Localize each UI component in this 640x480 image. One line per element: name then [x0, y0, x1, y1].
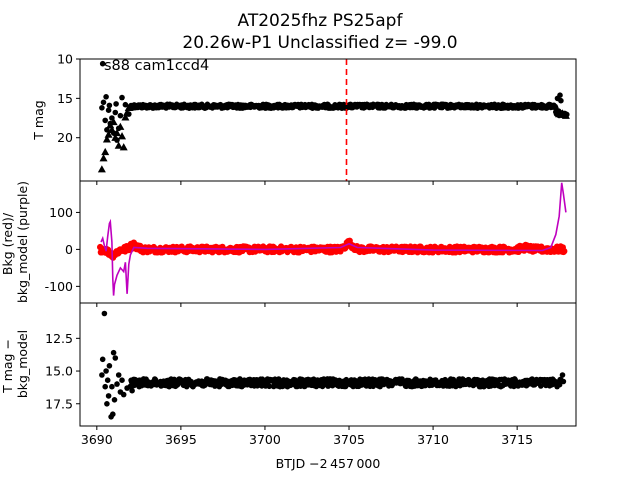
y-tick-label: 15.0 — [45, 364, 73, 379]
flux-point — [99, 356, 106, 363]
flux-point — [266, 383, 273, 390]
panel-frame — [79, 180, 577, 304]
bkg-model-line — [100, 182, 567, 296]
flux-point — [101, 310, 108, 317]
upper-limit-point — [114, 141, 123, 149]
flux-point — [102, 117, 108, 124]
upper-limit-point — [124, 103, 133, 111]
panel-annotation: s88 cam1ccd4 — [104, 58, 209, 74]
flux-point — [103, 94, 109, 100]
flux-point — [110, 411, 116, 418]
flux-point — [112, 109, 119, 116]
panel-frame — [79, 58, 577, 182]
upper-limit-point — [107, 125, 116, 134]
flux-point — [111, 397, 118, 403]
flux-point — [103, 368, 109, 374]
y-tick-label: 100 — [49, 205, 73, 220]
flux-point — [558, 97, 564, 104]
x-tick-label: 3705 — [333, 432, 365, 447]
flux-point — [119, 377, 125, 384]
upper-limit-point — [121, 113, 130, 121]
y-tick-label: -100 — [45, 279, 73, 294]
flux-point — [119, 94, 125, 101]
flux-point — [129, 387, 135, 394]
flux-point — [110, 349, 117, 356]
flux-point — [113, 101, 119, 107]
flux-point — [556, 381, 563, 388]
flux-point — [557, 92, 563, 98]
x-tick-label: 3715 — [501, 432, 533, 447]
chart-title-line1: AT2025fhz PS25apf — [238, 11, 404, 31]
bkg-point — [561, 248, 568, 255]
flux-point — [106, 363, 113, 369]
flux-point — [99, 372, 105, 378]
flux-point — [560, 378, 567, 385]
y-tick-label: 0 — [65, 242, 73, 257]
flux-point — [104, 377, 111, 384]
plot-area — [97, 182, 568, 296]
upper-limit-point — [119, 143, 128, 151]
chart-title-line2: 20.26w-P1 Unclassified z= -99.0 — [182, 33, 457, 53]
flux-point — [106, 102, 113, 109]
upper-limit-point — [123, 108, 132, 116]
flux-point — [104, 401, 110, 407]
flux-point — [114, 381, 120, 387]
y-tick-label: 15 — [57, 91, 73, 106]
flux-point — [105, 393, 112, 399]
upper-limit-point — [102, 135, 111, 143]
y-tick-label: 20 — [57, 130, 73, 145]
panel-middle: -100 0 100 — [45, 180, 577, 307]
y-tick-label: 12.5 — [45, 331, 73, 346]
x-tick-label: 3695 — [165, 432, 197, 447]
x-tick-label: 3690 — [81, 432, 113, 447]
plot-area — [99, 310, 567, 420]
flux-point — [105, 107, 112, 113]
ylabel-middle: Bkg (red)/ bkg_model (purple) — [0, 181, 30, 303]
x-tick-label: 3710 — [417, 432, 449, 447]
flux-point — [99, 60, 106, 67]
upper-limit-point — [109, 117, 118, 126]
flux-point — [112, 355, 119, 361]
flux-point — [124, 385, 130, 391]
x-tick-label: 3700 — [249, 432, 281, 447]
y-tick-label: 17.5 — [45, 396, 73, 411]
flux-point — [109, 383, 115, 390]
flux-point — [115, 372, 122, 378]
plot-area — [97, 60, 570, 173]
flux-point — [100, 99, 107, 106]
panel-frame — [79, 302, 577, 427]
upper-limit-point — [116, 122, 125, 130]
x-axis-label: BTJD −2 457 000 — [276, 456, 381, 471]
flux-point — [99, 105, 105, 111]
y-tick-label: 10 — [57, 52, 73, 67]
flux-point — [102, 383, 108, 390]
upper-limit-point — [99, 154, 108, 162]
upper-limit-point — [118, 132, 127, 140]
upper-limit-point — [561, 111, 570, 119]
upper-limit-point — [112, 128, 121, 137]
panel-top: 10 15 20 — [57, 52, 577, 185]
ylabel-top: T mag — [31, 100, 46, 140]
upper-limit-point — [111, 133, 120, 141]
flux-point — [559, 372, 566, 378]
ylabel-bottom: T mag − bkg_model — [0, 330, 30, 398]
flux-point — [120, 391, 127, 398]
upper-limit-point — [97, 165, 106, 173]
upper-limit-point — [101, 147, 110, 156]
flux-point — [117, 112, 124, 119]
panel-bottom: 12.5 15.0 17.5 3690 3695 3700 3705 3710 3715 — [45, 302, 577, 447]
upper-limit-point — [104, 130, 113, 138]
flux-point — [122, 101, 129, 108]
